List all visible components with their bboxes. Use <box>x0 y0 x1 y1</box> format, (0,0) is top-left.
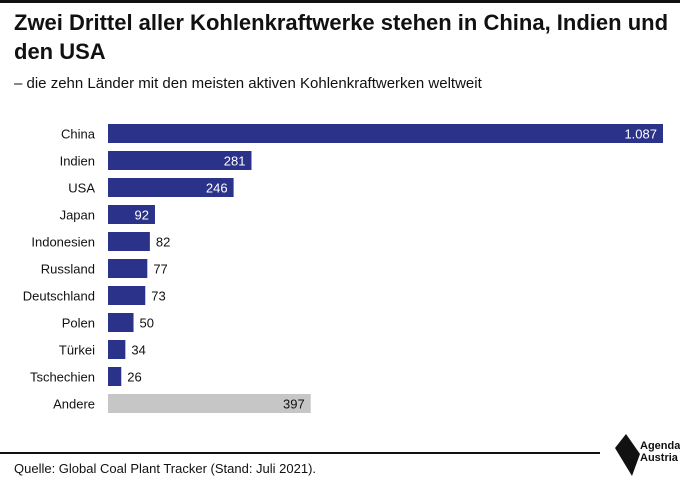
top-rule <box>0 0 680 3</box>
category-label-deutschland: Deutschland <box>23 289 95 304</box>
bar-russland <box>108 259 148 278</box>
category-label-t-rkei: Türkei <box>59 343 95 358</box>
bar-polen <box>108 313 134 332</box>
bar-china <box>108 124 663 143</box>
value-label-indien: 281 <box>224 154 246 169</box>
value-label-tschechien: 26 <box>127 370 141 385</box>
bar-t-rkei <box>108 340 126 359</box>
bar-indonesien <box>108 232 150 251</box>
agenda-austria-logo <box>615 434 640 476</box>
logo-mark-icon <box>615 434 640 476</box>
bar-andere <box>108 394 311 413</box>
value-label-japan: 92 <box>135 208 149 223</box>
value-label-russland: 77 <box>153 262 167 277</box>
chart-title: Zwei Drittel aller Kohlenkraftwerke steh… <box>14 10 669 64</box>
bottom-rule <box>0 452 600 454</box>
logo-text-line1: Agenda <box>640 440 680 452</box>
value-label-china: 1.087 <box>624 127 657 142</box>
category-label-tschechien: Tschechien <box>30 370 95 385</box>
category-label-usa: USA <box>68 181 95 196</box>
value-label-t-rkei: 34 <box>131 343 145 358</box>
bar-indien <box>108 151 252 170</box>
category-label-indonesien: Indonesien <box>31 235 95 250</box>
bar-deutschland <box>108 286 146 305</box>
bar-japan <box>108 205 155 224</box>
chart-subtitle: – die zehn Länder mit den meisten aktive… <box>14 75 482 92</box>
logo-text-line2: Austria <box>640 452 678 464</box>
bar-tschechien <box>108 367 122 386</box>
value-label-andere: 397 <box>283 397 305 412</box>
category-label-indien: Indien <box>60 154 95 169</box>
value-label-usa: 246 <box>206 181 228 196</box>
category-label-andere: Andere <box>53 397 95 412</box>
category-label-polen: Polen <box>62 316 95 331</box>
value-label-indonesien: 82 <box>156 235 170 250</box>
category-label-russland: Russland <box>41 262 95 277</box>
bar-usa <box>108 178 234 197</box>
source-note: Quelle: Global Coal Plant Tracker (Stand… <box>14 461 317 476</box>
category-label-china: China <box>61 127 96 142</box>
bar-chart: China 1.087 Indien 281 USA 246 Japan 92 Indonesi… <box>23 124 663 413</box>
value-label-polen: 50 <box>140 316 154 331</box>
category-label-japan: Japan <box>60 208 95 223</box>
value-label-deutschland: 73 <box>151 289 165 304</box>
